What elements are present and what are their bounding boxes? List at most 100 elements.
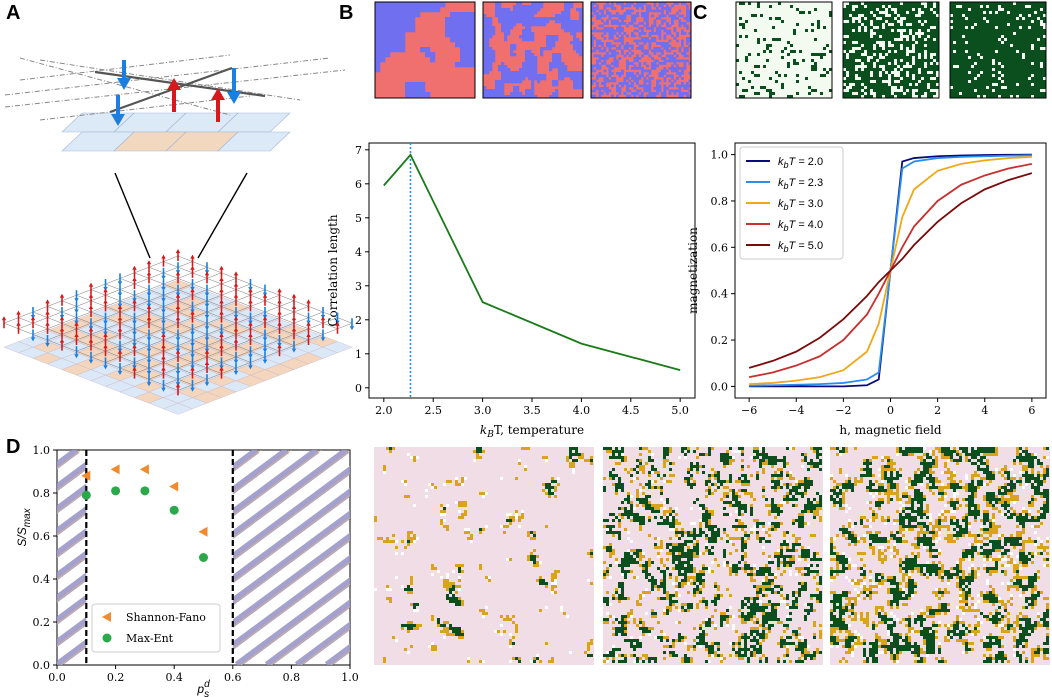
sample-cell [756, 621, 759, 624]
sample-cell [786, 447, 789, 450]
sample-cell [726, 615, 729, 618]
snapshot-cell [656, 42, 659, 45]
sample-cell [741, 567, 744, 570]
snapshot-cell [385, 42, 391, 48]
sample-cell [690, 534, 693, 537]
sample-cell [777, 477, 780, 480]
sample-cell [705, 453, 708, 456]
snapshot-cell [525, 92, 529, 96]
sample-cell [699, 642, 702, 645]
sample-cell [813, 576, 816, 579]
snapshot-cell [676, 64, 679, 68]
sample-cell [506, 513, 509, 516]
sample-cell [618, 507, 621, 510]
snapshot-cell [631, 84, 634, 88]
snapshot-cell [570, 5, 574, 9]
sample-cell [786, 624, 789, 627]
snapshot-cell [867, 56, 870, 59]
sample-cell [587, 459, 590, 462]
snapshot-cell [648, 39, 652, 43]
snapshot-cell [489, 32, 493, 36]
snapshot-cell [864, 5, 867, 8]
snapshot-cell [1034, 11, 1037, 14]
snapshot-cell [772, 92, 775, 95]
snapshot-cell [621, 17, 624, 20]
snapshot-cell [658, 4, 662, 8]
snapshot-cell [678, 67, 682, 70]
sample-cell [705, 525, 708, 528]
snapshot-cell [683, 92, 687, 95]
sample-cell [612, 456, 615, 459]
snapshot-cell [534, 65, 538, 69]
snapshot-cell [450, 17, 456, 23]
snapshot-cell [606, 57, 609, 60]
sample-cell [762, 639, 765, 642]
snapshot-cell [888, 74, 891, 77]
snapshot-cell [849, 83, 852, 86]
snapshot-cell [513, 86, 517, 90]
sample-cell [464, 513, 467, 516]
snapshot-cell [626, 9, 629, 13]
snapshot-cell [992, 89, 995, 92]
sample-cell [732, 525, 735, 528]
snapshot-cell [641, 4, 644, 8]
sample-cell [792, 633, 795, 636]
sample-cell [621, 627, 624, 630]
sample-cell [816, 558, 819, 561]
sample-cell [777, 513, 780, 516]
snapshot-cell [870, 56, 873, 59]
snapshot-cell [528, 62, 532, 66]
snapshot-cell [661, 14, 664, 18]
sample-cell [431, 567, 434, 570]
snapshot-cell [621, 52, 624, 55]
sample-cell [714, 471, 717, 474]
sample-cell [515, 513, 518, 516]
snapshot-cell [522, 8, 526, 12]
sample-cell [783, 639, 786, 642]
snapshot-cell [489, 62, 493, 66]
sample-cell [804, 582, 807, 585]
snapshot-cell [483, 32, 487, 36]
sample-cell [768, 582, 771, 585]
sample-cell [410, 537, 413, 540]
snapshot-cell [465, 57, 471, 63]
sample-cell [684, 642, 687, 645]
sample-cell [717, 477, 720, 480]
snapshot-cell [504, 26, 508, 30]
snapshot-cell [415, 2, 421, 8]
snapshot-cell [829, 11, 832, 14]
sample-cell [569, 462, 572, 465]
sample-cell [696, 462, 699, 465]
sample-cell [705, 606, 708, 609]
snapshot-cell [681, 14, 684, 18]
snapshot-cell [522, 14, 526, 18]
snapshot-cell [591, 34, 594, 38]
sample-cell [750, 603, 753, 606]
snapshot-cell [601, 62, 604, 65]
sample-cell [768, 588, 771, 591]
snapshot-cell [663, 57, 667, 60]
y-tick-label: 1.0 [711, 149, 729, 162]
sample-cell [819, 582, 822, 585]
sample-cell [750, 639, 753, 642]
sample-cell [660, 486, 663, 489]
sample-cell [660, 582, 663, 585]
sample-cell [786, 555, 789, 558]
snapshot-cell [636, 89, 639, 93]
snapshot-cell [633, 17, 637, 20]
snapshot-cell [888, 62, 891, 65]
sample-cell [645, 591, 648, 594]
sample-cell [645, 501, 648, 504]
snapshot-cell [900, 38, 903, 41]
snapshot-cell [658, 47, 662, 50]
snapshot-cell [808, 11, 811, 14]
sample-cell [774, 522, 777, 525]
sample-cell [461, 483, 464, 486]
sample-cell [651, 609, 654, 612]
spin-arrow-head [306, 321, 311, 326]
sample-cell [684, 603, 687, 606]
snapshot-cell [573, 44, 577, 48]
sample-cell [795, 492, 798, 495]
snapshot-cell [796, 80, 799, 83]
snapshot-cell [564, 11, 568, 15]
